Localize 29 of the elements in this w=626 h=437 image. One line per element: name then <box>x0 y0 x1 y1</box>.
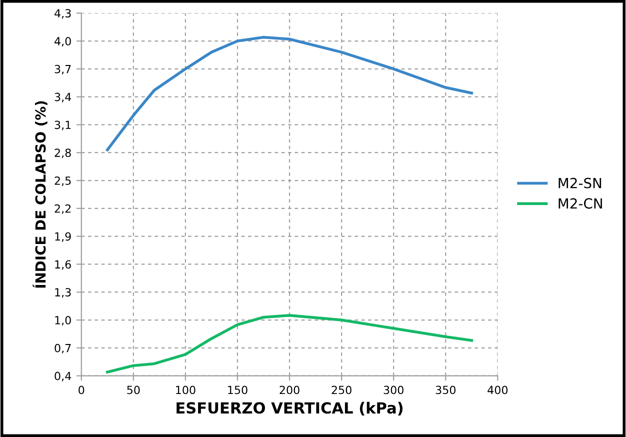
y-tick-label: 1,3 <box>55 288 71 298</box>
x-tick-label: 400 <box>488 386 508 394</box>
y-tick-label: 3,1 <box>54 120 71 130</box>
y-tick-label: 1,0 <box>55 316 71 326</box>
x-tick-label: 50 <box>127 386 140 394</box>
x-tick-label: 350 <box>436 386 456 394</box>
y-tick-label: 2,2 <box>54 204 71 214</box>
legend-label: M2-SN <box>558 178 602 188</box>
y-tick-label: 0,7 <box>54 344 71 354</box>
y-tick-label: 2,5 <box>54 176 71 186</box>
x-axis-title: ESFUERZO VERTICAL (kPa) <box>176 402 403 416</box>
x-tick-label: 100 <box>176 386 196 394</box>
y-tick-label: 1,9 <box>55 232 71 242</box>
x-tick-label: 300 <box>384 386 404 394</box>
y-tick-label: 4,0 <box>54 36 71 47</box>
y-tick-label: 0,4 <box>54 372 72 382</box>
x-tick-label: 150 <box>228 386 248 394</box>
y-tick-label: 3,4 <box>54 92 72 102</box>
y-tick-label: 3,7 <box>54 64 71 74</box>
y-tick-label: 4,3 <box>54 9 71 19</box>
y-axis-title: ÍNDICE DE COLAPSO (%) <box>32 101 48 288</box>
y-tick-label: 2,8 <box>54 148 71 158</box>
x-tick-label: 200 <box>280 386 300 394</box>
x-tick-label: 0 <box>78 386 84 394</box>
x-tick-label: 250 <box>332 386 352 394</box>
y-tick-label: 1,6 <box>55 260 71 270</box>
line-series <box>106 314 474 374</box>
legend-label: M2-CN <box>558 198 602 209</box>
line-series <box>106 36 474 152</box>
